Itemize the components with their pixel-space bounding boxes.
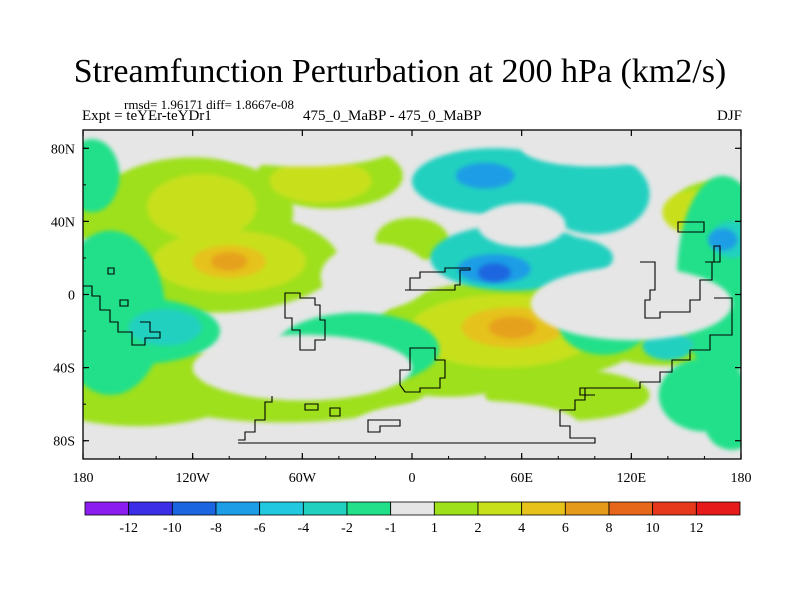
x-tick-label: 0 — [409, 471, 416, 486]
y-tick-label: 80S — [53, 435, 75, 450]
field-blob — [210, 130, 394, 167]
colorbar-swatch — [346, 501, 392, 516]
field-blob — [192, 334, 412, 401]
colorbar-swatch — [390, 501, 435, 516]
field-blob — [704, 395, 741, 450]
field-level--6 — [477, 263, 511, 282]
chart-title: Streamfunction Perturbation at 200 hPa (… — [73, 53, 727, 90]
colorbar-swatch — [215, 501, 261, 516]
x-tick-label: 60E — [510, 471, 533, 486]
x-tick-label: 180 — [73, 471, 94, 486]
colorbar-swatch — [564, 501, 610, 516]
colorbar-label: -4 — [297, 521, 309, 536]
x-tick-label: 120E — [617, 471, 647, 486]
y-axis: 80N 40N 0 40S 80S — [51, 142, 741, 450]
colorbar-label: 6 — [562, 521, 569, 536]
experiment-label: Expt = teYEr-teYDr1 — [82, 108, 212, 124]
field-blob — [210, 252, 248, 271]
x-tick-label: 120W — [176, 471, 211, 486]
colorbar-swatch — [259, 501, 304, 516]
field-blob — [521, 130, 668, 167]
colorbar-label: -10 — [163, 521, 182, 536]
colorbar-label: -2 — [341, 521, 353, 536]
field-blob — [357, 400, 577, 445]
y-tick-label: 80N — [51, 142, 75, 157]
colorbar-label: 12 — [689, 521, 703, 536]
colorbar-label: 4 — [518, 521, 525, 536]
field-blob — [477, 203, 566, 247]
field-blob — [455, 162, 515, 189]
colorbar-swatch — [433, 501, 479, 516]
colorbar-swatch — [128, 501, 173, 516]
y-tick-label: 40N — [51, 215, 75, 230]
field-blob — [146, 173, 257, 240]
field-blob — [128, 309, 202, 346]
colorbar-label: -8 — [210, 521, 222, 536]
colorbar-swatch — [521, 501, 566, 516]
field-blob — [269, 159, 372, 204]
stats-label: rmsd= 1.96171 diff= 1.8667e-08 — [124, 97, 295, 112]
colorbar-label: -6 — [254, 521, 266, 536]
colorbar-swatch — [477, 501, 523, 516]
x-axis: 180 120W 60W 0 60E 120E 180 — [73, 130, 752, 486]
y-tick-label: 40S — [53, 362, 75, 377]
field-blob — [477, 263, 511, 282]
colorbar-swatch — [695, 501, 741, 516]
field-blob — [530, 267, 732, 341]
colorbar-swatch — [84, 501, 130, 516]
field-level-0 — [192, 130, 732, 445]
coastline — [83, 221, 733, 444]
field-blob — [488, 316, 537, 339]
colorbar-label: -12 — [119, 521, 138, 536]
contour-fields — [83, 130, 741, 450]
colorbar-label: 10 — [646, 521, 660, 536]
colorbar-label: 2 — [475, 521, 482, 536]
season-label: DJF — [716, 108, 742, 124]
colorbar-swatch — [302, 501, 348, 516]
colorbar-swatch — [171, 501, 217, 516]
field-level-6 — [210, 252, 537, 339]
colorbar-label: 1 — [431, 521, 438, 536]
x-tick-label: 60W — [289, 471, 317, 486]
colorbar-label: 8 — [606, 521, 613, 536]
colorbar-swatch — [608, 501, 654, 516]
colorbar-label: -1 — [385, 521, 397, 536]
field-blob — [83, 230, 166, 396]
colorbar: -12 -10 -8 -6 -4 -2 -1 1 2 4 6 8 10 12 — [84, 501, 741, 536]
field-blob — [83, 139, 120, 213]
field-blob — [708, 228, 738, 251]
field-blob — [539, 153, 650, 235]
field-blob — [320, 243, 431, 310]
colorbar-swatch — [652, 501, 697, 516]
center-label: 475_0_MaBP - 475_0_MaBP — [303, 108, 482, 124]
x-tick-label: 180 — [731, 471, 752, 486]
y-tick-label: 0 — [68, 289, 75, 304]
